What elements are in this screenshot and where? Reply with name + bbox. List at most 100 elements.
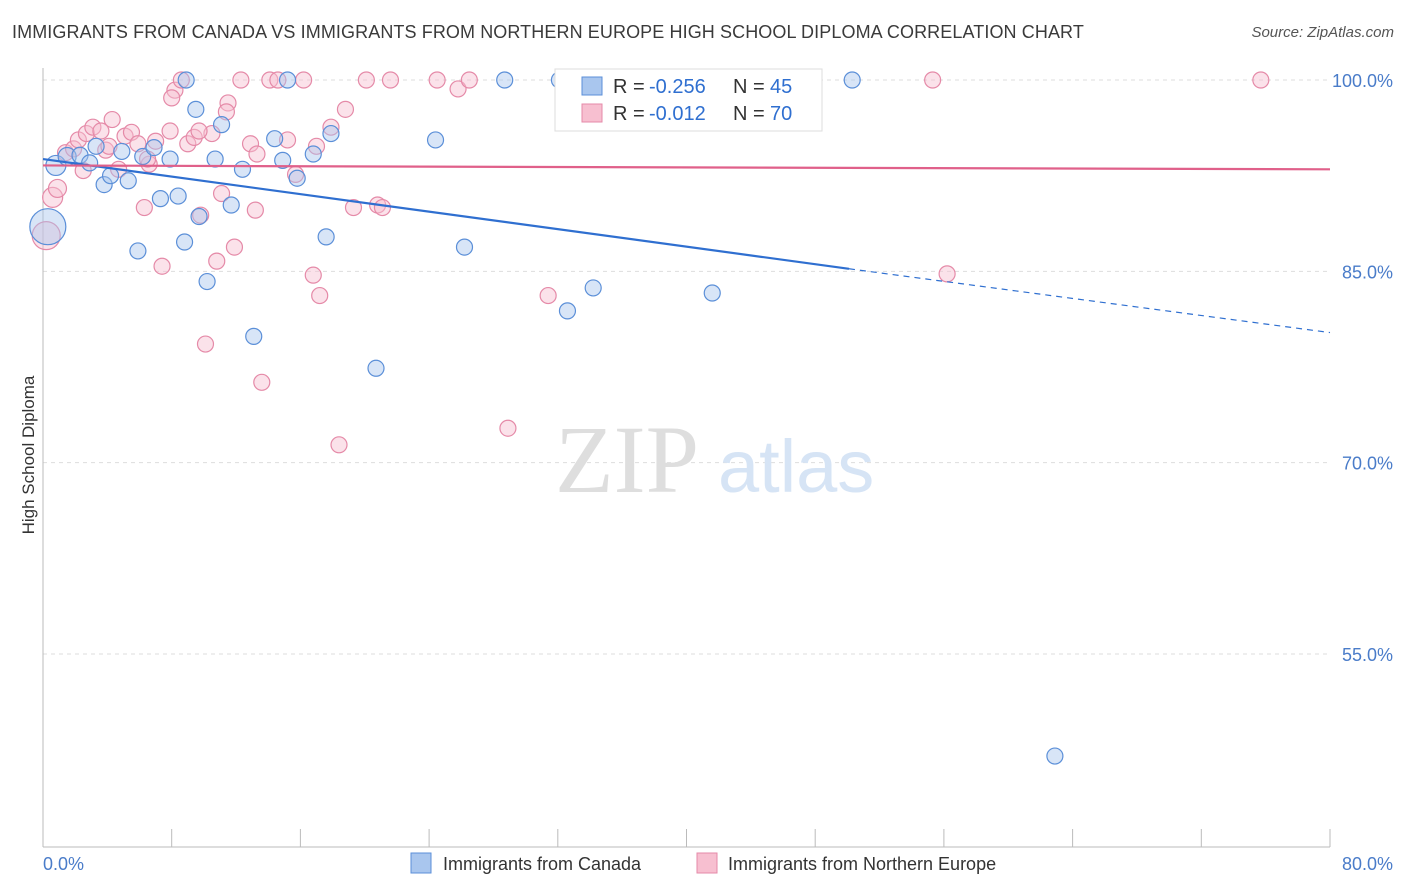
canada-point bbox=[367, 359, 385, 377]
bottom-legend-label-europe: Immigrants from Northern Europe bbox=[728, 854, 996, 874]
canada-point bbox=[233, 160, 252, 178]
canada-point bbox=[161, 150, 179, 168]
chart-title: IMMIGRANTS FROM CANADA VS IMMIGRANTS FRO… bbox=[12, 22, 1084, 42]
canada-point bbox=[95, 175, 113, 194]
canada-point bbox=[113, 142, 131, 161]
europe-point bbox=[269, 71, 287, 89]
europe-point bbox=[381, 71, 400, 89]
canada-point bbox=[151, 190, 170, 208]
grid-lines: 55.0% 70.0% 85.0% 100.0% bbox=[43, 71, 1393, 665]
europe-point bbox=[248, 145, 266, 163]
bottom-legend-swatch-canada bbox=[410, 852, 432, 874]
canada-point bbox=[245, 327, 263, 345]
europe-point bbox=[217, 103, 235, 121]
canada-point bbox=[703, 284, 721, 302]
europe-point bbox=[499, 419, 517, 437]
bottom-legend-label-canada: Immigrants from Canada bbox=[443, 854, 642, 874]
canada-point bbox=[81, 154, 99, 172]
europe-point bbox=[190, 122, 208, 140]
canada-point bbox=[222, 196, 240, 214]
europe-point bbox=[330, 436, 348, 454]
europe-point bbox=[938, 265, 956, 283]
canada-point bbox=[322, 124, 340, 143]
watermark-zip: ZIP bbox=[555, 406, 699, 513]
legend-swatch-canada bbox=[581, 76, 603, 96]
europe-point bbox=[64, 140, 83, 158]
europe-point bbox=[172, 71, 190, 89]
canada-point bbox=[317, 228, 335, 246]
canada-point bbox=[274, 151, 292, 169]
legend-swatch-europe bbox=[581, 103, 603, 123]
trend-line-europe bbox=[42, 164, 1331, 171]
europe-point bbox=[47, 178, 68, 199]
europe-point bbox=[92, 122, 110, 140]
canada-point bbox=[496, 71, 514, 89]
europe-point bbox=[1252, 71, 1270, 89]
canada-point bbox=[187, 100, 205, 118]
europe-point bbox=[179, 135, 197, 153]
series-europe-points bbox=[31, 71, 1270, 454]
canada-point bbox=[129, 242, 147, 260]
europe-point bbox=[84, 118, 102, 136]
legend-r-value-canada: -0.256 bbox=[649, 76, 706, 98]
canada-point bbox=[169, 187, 187, 205]
europe-point bbox=[539, 286, 557, 305]
canada-point bbox=[145, 139, 163, 157]
europe-point bbox=[295, 71, 313, 89]
europe-point bbox=[103, 110, 121, 129]
y-tick-label: 85.0% bbox=[1342, 262, 1393, 282]
trend-line-canada-extension bbox=[848, 268, 1331, 334]
canada-point bbox=[206, 150, 224, 168]
legend-n-label-europe: N = bbox=[733, 103, 765, 125]
legend-n-value-europe: 70 bbox=[770, 103, 792, 125]
canada-point bbox=[212, 116, 231, 134]
europe-point bbox=[428, 71, 446, 89]
canada-point bbox=[843, 71, 861, 89]
y-tick-label: 70.0% bbox=[1342, 454, 1393, 474]
canada-point bbox=[426, 131, 445, 149]
legend-r-label-canada: R = bbox=[613, 76, 645, 98]
y-axis-title: High School Diploma bbox=[19, 375, 38, 534]
europe-point bbox=[225, 238, 244, 256]
europe-point bbox=[311, 286, 329, 305]
europe-point bbox=[100, 137, 118, 155]
y-tick-label: 100.0% bbox=[1332, 71, 1393, 91]
canada-point bbox=[288, 169, 306, 187]
europe-point bbox=[161, 122, 179, 140]
canada-point bbox=[266, 130, 284, 148]
europe-point bbox=[449, 80, 467, 98]
canada-point bbox=[175, 233, 194, 251]
canada-point bbox=[190, 207, 208, 226]
europe-point bbox=[212, 184, 231, 203]
europe-point bbox=[147, 132, 165, 150]
europe-point bbox=[153, 257, 171, 275]
canada-point bbox=[29, 208, 67, 246]
canada-point bbox=[87, 137, 105, 155]
canada-point bbox=[558, 302, 577, 320]
europe-point bbox=[336, 100, 355, 118]
canada-point bbox=[177, 71, 195, 89]
europe-point bbox=[163, 89, 181, 107]
y-tick-label: 55.0% bbox=[1342, 645, 1393, 665]
europe-point bbox=[253, 373, 271, 391]
legend-r-value-europe: -0.012 bbox=[649, 103, 706, 125]
x-tick-label-max: 80.0% bbox=[1342, 854, 1393, 874]
legend-n-label-canada: N = bbox=[733, 76, 765, 98]
europe-point bbox=[246, 201, 264, 219]
chart-source: Source: ZipAtlas.com bbox=[1251, 24, 1394, 41]
europe-point bbox=[322, 118, 340, 136]
canada-point bbox=[304, 145, 322, 163]
europe-point bbox=[232, 71, 250, 89]
europe-point bbox=[208, 252, 226, 270]
watermark: ZIP atlas bbox=[555, 406, 874, 513]
europe-point bbox=[196, 335, 215, 353]
europe-point bbox=[278, 131, 297, 149]
canada-point bbox=[198, 272, 216, 291]
trend-line-canada bbox=[42, 157, 850, 270]
trend-lines bbox=[42, 157, 1331, 334]
canada-point bbox=[134, 147, 152, 166]
europe-point bbox=[241, 135, 260, 153]
watermark-atlas: atlas bbox=[718, 425, 874, 508]
europe-point bbox=[344, 198, 363, 217]
